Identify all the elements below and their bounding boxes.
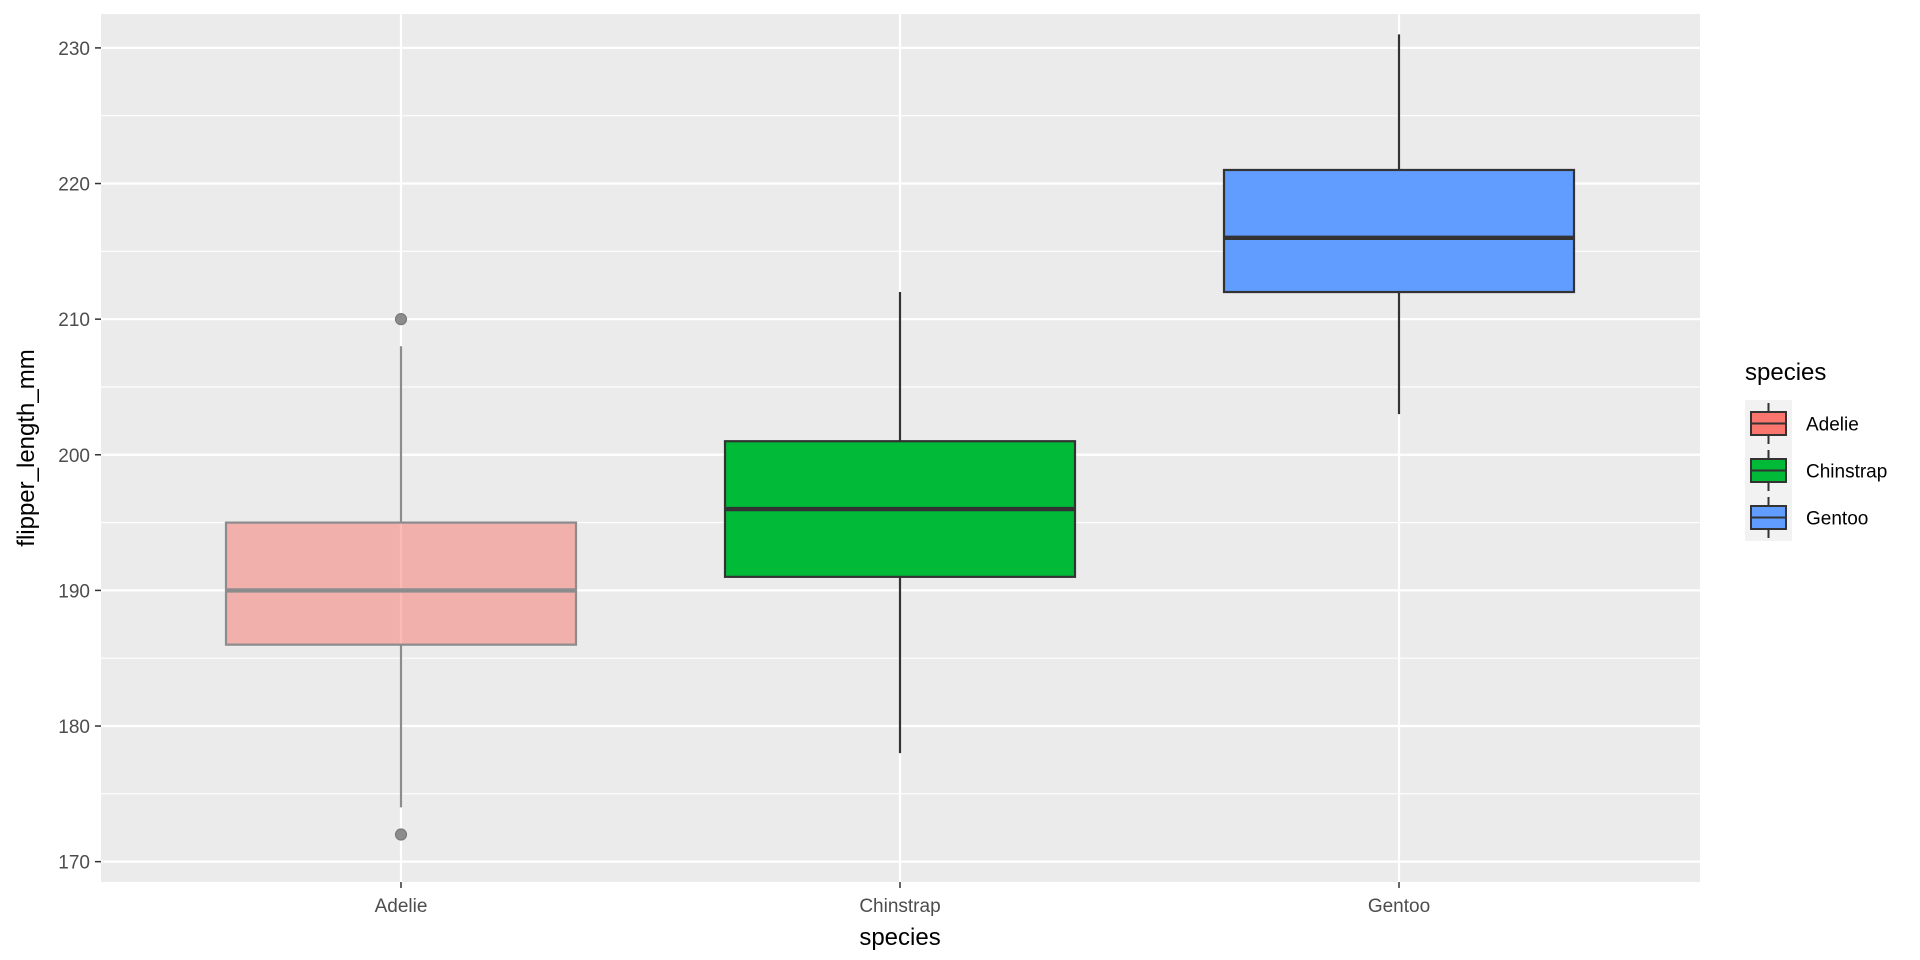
legend-label: Gentoo (1806, 509, 1868, 530)
legend-keys: Adelie Chinstrap Gentoo (1745, 400, 1887, 541)
box-adelie (224, 313, 578, 841)
legend: species Adelie Chinstrap Gentoo (1745, 359, 1887, 541)
legend-title: species (1745, 359, 1826, 386)
y-tick-label: 200 (58, 446, 90, 467)
box-body (1222, 168, 1576, 294)
x-axis-title: species (859, 924, 940, 951)
legend-key-adelie: Adelie (1745, 400, 1859, 447)
y-axis-ticks: 170 180 190 200 210 220 230 (58, 39, 101, 874)
box-gentoo (1222, 34, 1576, 415)
x-axis-ticks: Adelie Chinstrap Gentoo (375, 882, 1430, 917)
x-tick-label: Gentoo (1368, 896, 1430, 917)
y-tick-label: 180 (58, 717, 90, 738)
y-tick-label: 170 (58, 853, 90, 874)
y-tick-label: 220 (58, 175, 90, 196)
x-tick-label: Adelie (375, 896, 428, 917)
y-tick-label: 190 (58, 581, 90, 602)
box-body (224, 521, 578, 646)
legend-label: Adelie (1806, 415, 1859, 436)
y-tick-label: 210 (58, 310, 90, 331)
outlier-point (394, 828, 408, 841)
y-tick-label: 230 (58, 39, 90, 60)
boxes-layer (224, 34, 1576, 841)
legend-key-gentoo: Gentoo (1745, 494, 1868, 541)
x-tick-label: Chinstrap (859, 896, 940, 917)
legend-label: Chinstrap (1806, 462, 1887, 483)
box-chinstrap (723, 292, 1077, 754)
legend-key-chinstrap: Chinstrap (1745, 447, 1887, 494)
y-axis-title: flipper_length_mm (13, 349, 40, 546)
outlier-point (394, 313, 408, 326)
